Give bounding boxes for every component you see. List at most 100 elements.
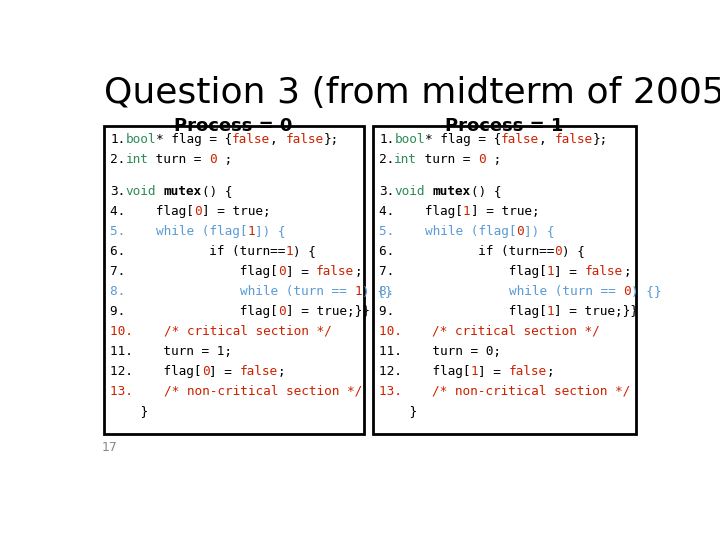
Text: 0: 0 <box>278 305 286 318</box>
Text: * flag = {: * flag = { <box>156 132 232 146</box>
Text: ;: ; <box>217 153 232 166</box>
Text: 0: 0 <box>278 265 286 278</box>
Text: false: false <box>232 132 270 146</box>
Text: 5.: 5. <box>379 225 425 238</box>
Text: false: false <box>501 132 539 146</box>
Text: ] = true;}}: ] = true;}} <box>286 305 369 318</box>
Text: 1: 1 <box>546 265 554 278</box>
Text: 5.: 5. <box>110 225 156 238</box>
Text: false: false <box>316 265 354 278</box>
Text: turn =: turn = <box>148 153 210 166</box>
Text: 10.: 10. <box>110 325 163 338</box>
Text: while (turn ==: while (turn == <box>240 285 354 298</box>
Text: 1: 1 <box>286 245 293 258</box>
Text: 12.    flag[: 12. flag[ <box>379 365 471 378</box>
Text: bool: bool <box>125 132 156 146</box>
Text: 13.: 13. <box>379 385 433 398</box>
Text: }: } <box>379 405 417 418</box>
Text: 0: 0 <box>554 245 562 258</box>
Text: 0: 0 <box>202 365 210 378</box>
Text: 0: 0 <box>478 153 486 166</box>
Text: () {: () { <box>471 185 501 198</box>
Text: };: }; <box>324 132 339 146</box>
Text: ]) {: ]) { <box>524 225 554 238</box>
Text: Process = 1: Process = 1 <box>446 117 564 135</box>
Text: ) {: ) { <box>562 245 585 258</box>
Text: false: false <box>240 365 278 378</box>
Text: ) {: ) { <box>293 245 316 258</box>
Text: 13.: 13. <box>110 385 163 398</box>
Text: ;: ; <box>486 153 501 166</box>
Text: while (turn ==: while (turn == <box>509 285 623 298</box>
Text: Question 3 (from midterm of 2005): Question 3 (from midterm of 2005) <box>104 76 720 110</box>
Text: }: } <box>110 405 148 418</box>
Text: ;: ; <box>546 365 554 378</box>
Text: 1: 1 <box>354 285 361 298</box>
Text: 17: 17 <box>102 441 117 454</box>
Text: int: int <box>125 153 148 166</box>
FancyBboxPatch shape <box>104 126 364 434</box>
Text: ] =: ] = <box>478 365 509 378</box>
Text: false: false <box>554 132 593 146</box>
Text: ;: ; <box>623 265 631 278</box>
Text: 9.               flag[: 9. flag[ <box>379 305 546 318</box>
Text: ]) {: ]) { <box>255 225 286 238</box>
Text: 12.    flag[: 12. flag[ <box>110 365 202 378</box>
Text: ,: , <box>270 132 286 146</box>
Text: * flag = {: * flag = { <box>425 132 501 146</box>
Text: /* critical section */: /* critical section */ <box>163 325 331 338</box>
Text: 7.               flag[: 7. flag[ <box>110 265 278 278</box>
Text: mutex: mutex <box>163 185 202 198</box>
Text: ] =: ] = <box>210 365 240 378</box>
Text: turn =: turn = <box>417 153 478 166</box>
Text: bool: bool <box>395 132 425 146</box>
Text: () {: () { <box>202 185 232 198</box>
Text: 1: 1 <box>463 205 471 218</box>
Text: 8.: 8. <box>110 285 240 298</box>
Text: ,: , <box>539 132 554 146</box>
Text: false: false <box>286 132 324 146</box>
Text: 6.           if (turn==: 6. if (turn== <box>379 245 554 258</box>
Text: void: void <box>395 185 425 198</box>
Text: 1: 1 <box>546 305 554 318</box>
Text: 2.: 2. <box>110 153 125 166</box>
Text: 1.: 1. <box>379 132 395 146</box>
Text: 1: 1 <box>248 225 255 238</box>
Text: ;: ; <box>354 265 361 278</box>
Text: /* critical section */: /* critical section */ <box>433 325 600 338</box>
Text: 7.               flag[: 7. flag[ <box>379 265 546 278</box>
Text: ] = true;: ] = true; <box>471 205 539 218</box>
Text: 11.    turn = 1;: 11. turn = 1; <box>110 345 232 358</box>
Text: 1: 1 <box>471 365 478 378</box>
Text: int: int <box>395 153 417 166</box>
Text: 0: 0 <box>516 225 524 238</box>
Text: while (flag[: while (flag[ <box>425 225 516 238</box>
Text: ] =: ] = <box>286 265 316 278</box>
Text: false: false <box>509 365 546 378</box>
Text: ] =: ] = <box>554 265 585 278</box>
Text: ] = true;}}: ] = true;}} <box>554 305 639 318</box>
Text: 9.               flag[: 9. flag[ <box>110 305 278 318</box>
Text: 4.    flag[: 4. flag[ <box>110 205 194 218</box>
Text: 2.: 2. <box>379 153 395 166</box>
Text: mutex: mutex <box>433 185 471 198</box>
Text: ;: ; <box>278 365 286 378</box>
Text: 11.    turn = 0;: 11. turn = 0; <box>379 345 501 358</box>
Text: ) {}: ) {} <box>631 285 661 298</box>
Text: 0: 0 <box>623 285 631 298</box>
Text: ) {}: ) {} <box>361 285 392 298</box>
FancyBboxPatch shape <box>373 126 636 434</box>
Text: 10.: 10. <box>379 325 433 338</box>
Text: 1.: 1. <box>110 132 125 146</box>
Text: 0: 0 <box>194 205 202 218</box>
Text: /* non-critical section */: /* non-critical section */ <box>163 385 361 398</box>
Text: while (flag[: while (flag[ <box>156 225 248 238</box>
Text: Process = 0: Process = 0 <box>174 117 292 135</box>
Text: ] = true;: ] = true; <box>202 205 270 218</box>
Text: 0: 0 <box>210 153 217 166</box>
Text: 8.: 8. <box>379 285 509 298</box>
Text: /* non-critical section */: /* non-critical section */ <box>433 385 631 398</box>
Text: };: }; <box>593 132 608 146</box>
Text: 3.: 3. <box>110 185 125 198</box>
Text: 3.: 3. <box>379 185 395 198</box>
